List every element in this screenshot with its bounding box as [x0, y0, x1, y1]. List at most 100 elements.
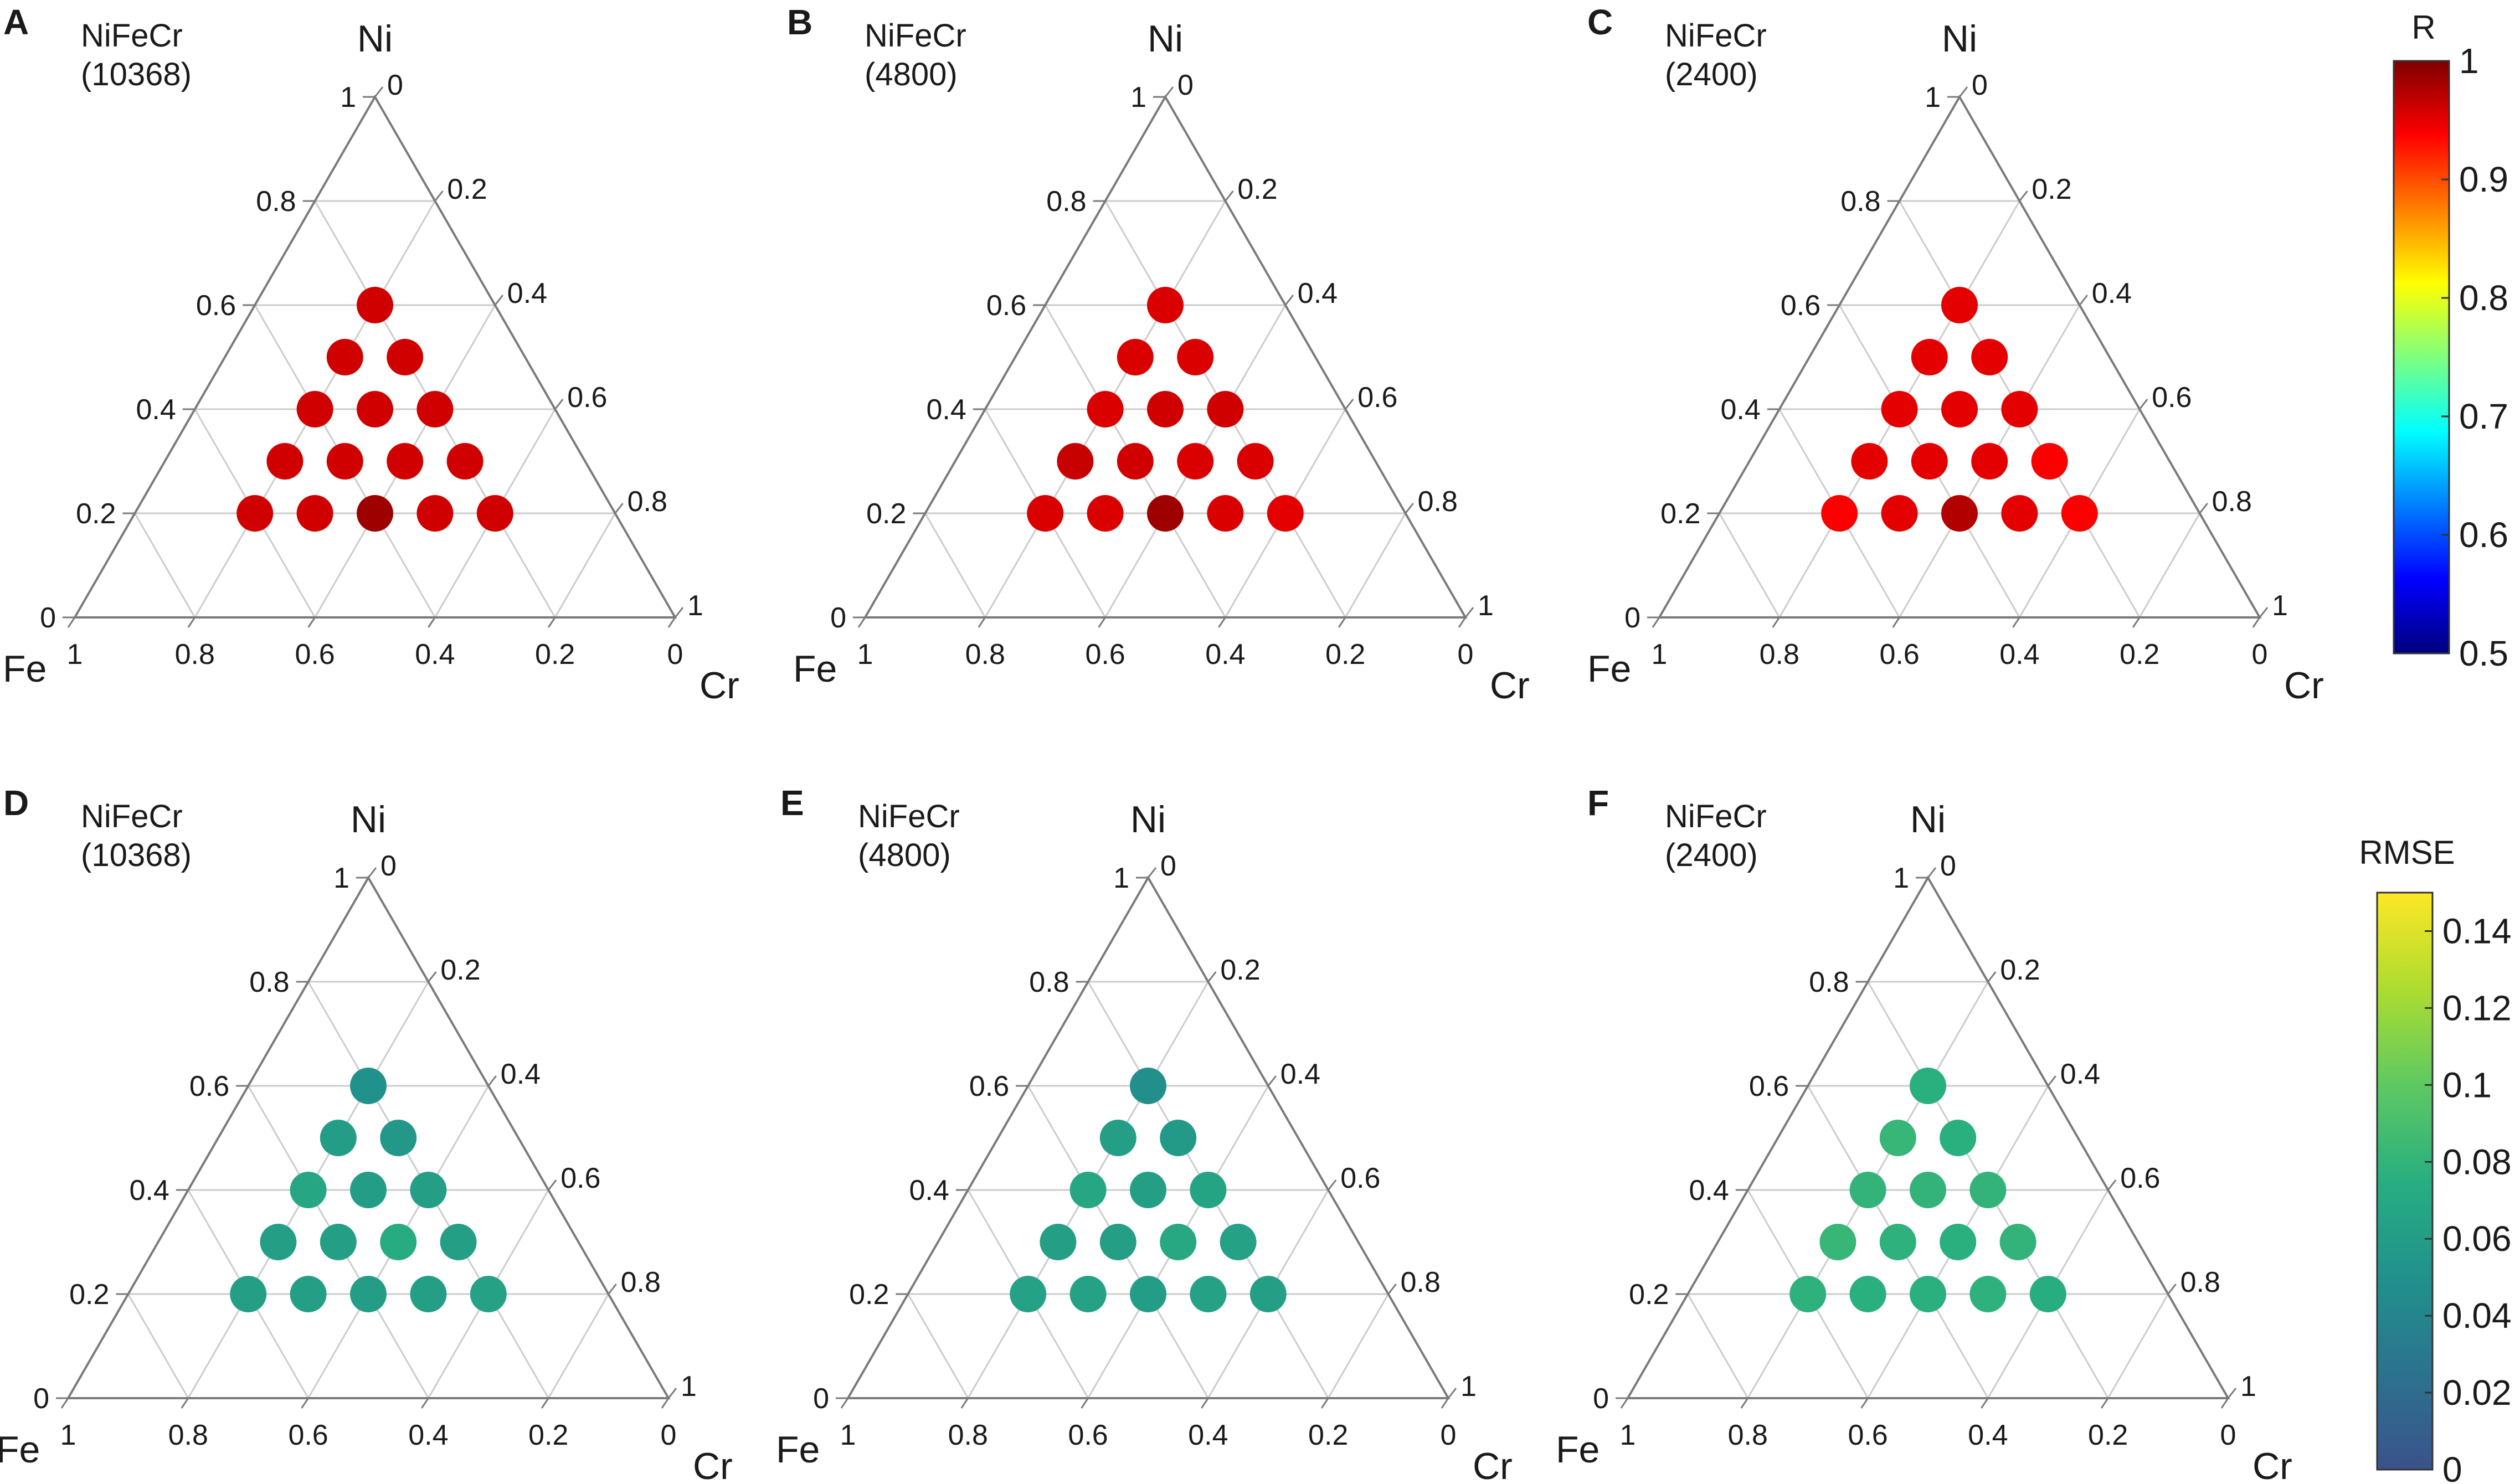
right-axis-tick	[2079, 295, 2088, 306]
right-axis-tick-label: 0.2	[2032, 173, 2071, 205]
data-point	[2029, 1276, 2066, 1312]
bottom-axis-tick-label: 0.8	[1728, 1419, 1768, 1451]
left-axis-tick-label: 0.8	[1046, 186, 1086, 218]
data-point	[1099, 1120, 1136, 1156]
data-point	[357, 287, 393, 323]
left-axis-tick-label: 1	[340, 81, 356, 114]
right-axis-tick-label: 1	[2240, 1370, 2256, 1403]
data-point	[290, 1172, 327, 1208]
apex-label-fe: Fe	[0, 1429, 40, 1471]
data-point	[416, 391, 454, 427]
left-axis-tick-label: 0.2	[1660, 498, 1700, 530]
right-axis-tick	[674, 607, 684, 618]
right-axis-tick	[554, 399, 564, 410]
right-axis-tick	[667, 1388, 677, 1399]
ternary-tick-labels: 0010.20.20.80.40.40.60.60.60.40.80.80.21…	[1593, 850, 2256, 1451]
apex-label-ni: Ni	[1910, 798, 1946, 841]
right-axis-tick-label: 0.4	[501, 1058, 541, 1090]
bottom-axis-tick-label: 0.6	[1085, 638, 1125, 671]
data-point	[350, 1172, 387, 1208]
data-points	[1789, 1068, 2066, 1312]
ternary-ticks	[56, 867, 677, 1409]
right-axis-tick	[548, 1179, 557, 1191]
right-axis-tick-label: 1	[687, 590, 703, 622]
bottom-axis-tick	[1218, 617, 1226, 628]
system-label: NiFeCr	[1665, 18, 1767, 54]
right-axis-tick	[367, 867, 377, 878]
bottom-axis-tick	[1338, 617, 1346, 628]
bottom-axis-tick-label: 0	[1441, 1419, 1457, 1451]
bottom-axis-tick	[421, 1398, 429, 1409]
bottom-axis-tick-label: 0.6	[1068, 1419, 1108, 1451]
apex-label-ni: Ni	[1148, 18, 1183, 60]
data-point	[1911, 339, 1948, 375]
data-point	[1117, 443, 1154, 480]
data-point	[476, 495, 513, 532]
right-axis-tick	[1987, 971, 1997, 982]
right-axis-tick-label: 0.4	[2060, 1058, 2100, 1090]
data-point	[1130, 1172, 1166, 1208]
bottom-axis-tick	[1740, 1398, 1749, 1409]
right-axis-tick-label: 0	[1160, 850, 1176, 882]
system-label: NiFeCr	[1665, 798, 1767, 834]
ternary-panel-b: 0010.20.20.80.40.40.60.60.60.40.80.80.21…	[787, 2, 1530, 707]
right-axis-tick-label: 0.6	[560, 1162, 600, 1194]
data-point	[1027, 495, 1064, 532]
left-axis-tick-label: 0.8	[1029, 966, 1069, 998]
left-axis-tick-label: 0.8	[1809, 966, 1849, 998]
apex-label-cr: Cr	[700, 664, 739, 707]
right-axis-tick-label: 0	[380, 850, 397, 882]
right-axis-tick	[374, 86, 384, 97]
bottom-axis-tick	[1458, 617, 1467, 628]
ternary-panel-a: 0010.20.20.80.40.40.60.60.60.40.80.80.21…	[3, 2, 739, 707]
panels-layer: 0010.20.20.80.40.40.60.60.60.40.80.80.21…	[0, 2, 2324, 1484]
right-axis-tick	[1225, 190, 1234, 202]
data-point	[387, 339, 424, 375]
data-point	[1190, 1172, 1227, 1208]
colorbar-tick-label: 0.08	[2442, 1142, 2512, 1182]
left-axis-tick-label: 0.8	[1840, 186, 1880, 218]
ternary-panel-c: 0010.20.20.80.40.40.60.60.60.40.80.80.21…	[1587, 2, 2324, 707]
colorbar-tick-label: 0.06	[2442, 1219, 2512, 1259]
right-axis-tick-label: 1	[1478, 590, 1494, 622]
data-point	[1969, 1172, 2007, 1208]
left-axis-tick-label: 0.8	[249, 966, 289, 998]
right-axis-tick	[434, 190, 444, 202]
right-axis-tick	[1267, 1075, 1277, 1086]
bottom-axis-tick-label: 0	[2220, 1419, 2236, 1451]
right-axis-tick-label: 0.8	[2180, 1266, 2220, 1298]
right-axis-tick-label: 0.2	[447, 173, 487, 205]
data-point	[1160, 1224, 1197, 1260]
data-point	[1910, 1276, 1946, 1312]
right-axis-tick	[494, 295, 503, 306]
right-axis-tick-label: 0.4	[1298, 277, 1338, 310]
data-point	[1910, 1172, 1946, 1208]
data-points	[1821, 287, 2098, 532]
right-axis-tick-label: 0.4	[507, 277, 547, 310]
bottom-axis-tick-label: 1	[1652, 638, 1668, 671]
data-point	[1879, 1224, 1916, 1260]
ternary-frame	[73, 94, 677, 619]
bottom-axis-tick-label: 1	[1620, 1419, 1636, 1451]
system-label: NiFeCr	[865, 18, 966, 54]
left-axis-tick-label: 1	[1893, 862, 1909, 894]
colorbar-tick-label: 0.9	[2459, 159, 2508, 199]
right-axis-tick-label: 0.6	[2152, 382, 2192, 414]
bottom-axis-tick	[60, 1398, 69, 1409]
left-axis-tick-label: 0.6	[969, 1070, 1009, 1102]
data-point	[1040, 1224, 1077, 1260]
panel-letter: A	[3, 2, 29, 42]
right-axis-tick-label: 1	[681, 1370, 697, 1403]
sample-count-label: (2400)	[1665, 837, 1758, 873]
data-point	[1851, 443, 1888, 480]
panel-letter: C	[1587, 2, 1613, 42]
left-axis-tick-label: 0.2	[76, 498, 116, 530]
colorbar-r: R1 0.9 0.8 0.7 0.6 0.5	[2393, 9, 2508, 673]
bottom-axis-tick-label: 0.2	[1308, 1419, 1348, 1451]
data-point	[380, 1224, 417, 1260]
data-point	[266, 443, 304, 480]
bottom-axis-tick-label: 0.8	[1760, 638, 1799, 671]
data-point	[1237, 443, 1274, 480]
ternary-panel-d: 0010.20.20.80.40.40.60.60.60.40.80.80.21…	[0, 783, 733, 1484]
